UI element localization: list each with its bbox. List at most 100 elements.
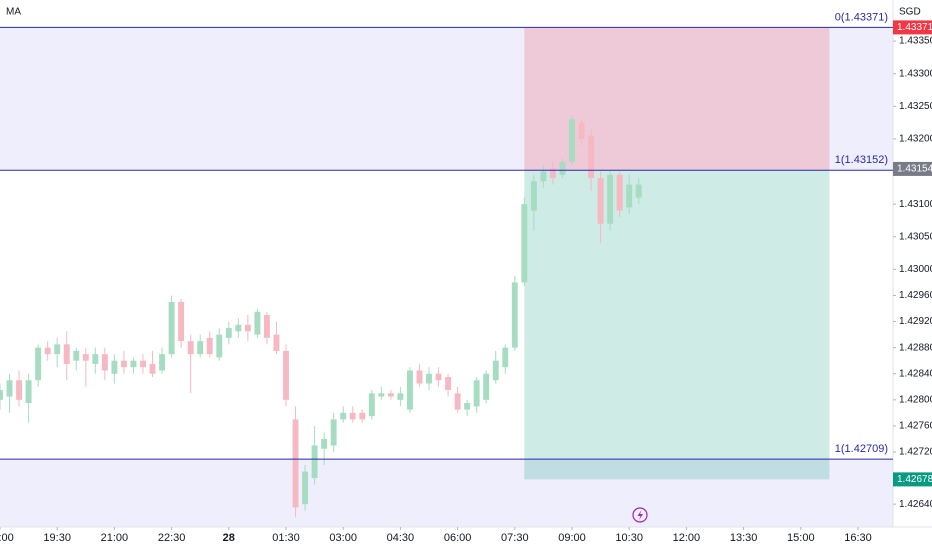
y-tick-label: 1.42920 bbox=[899, 316, 932, 327]
candle-body bbox=[511, 282, 518, 348]
candle-body bbox=[368, 393, 375, 417]
y-tick-label: 1.43100 bbox=[899, 199, 932, 210]
candle-body bbox=[530, 181, 537, 211]
candle-body bbox=[559, 161, 566, 175]
candle-body bbox=[0, 390, 3, 400]
candle-body bbox=[540, 171, 547, 182]
price-badge bbox=[893, 161, 932, 176]
candle-body bbox=[464, 403, 471, 410]
alert-icon[interactable] bbox=[632, 507, 648, 523]
candle-body bbox=[120, 360, 127, 368]
candle-body bbox=[311, 445, 318, 479]
y-tick-label: 1.42880 bbox=[899, 342, 932, 353]
candle-body bbox=[235, 324, 242, 332]
x-tick-label: 16:30 bbox=[844, 532, 872, 544]
indicator-label: MA bbox=[6, 7, 21, 18]
currency-label: SGD bbox=[899, 7, 921, 18]
candle-body bbox=[25, 380, 32, 404]
candle-body bbox=[216, 334, 223, 358]
x-tick-label: 28 bbox=[223, 532, 235, 544]
candle-body bbox=[445, 376, 452, 391]
x-tick-label: 13:30 bbox=[730, 532, 758, 544]
candle-body bbox=[597, 178, 604, 224]
candle-body bbox=[359, 412, 366, 420]
y-tick-label: 1.42640 bbox=[899, 499, 932, 510]
x-tick-label: 09:00 bbox=[558, 532, 586, 544]
candle-body bbox=[16, 380, 23, 400]
x-tick-label: 10:30 bbox=[615, 532, 643, 544]
y-tick-label: 1.43050 bbox=[899, 231, 932, 242]
x-tick-label: 19:30 bbox=[43, 532, 71, 544]
candle-body bbox=[626, 184, 633, 208]
candle-body bbox=[63, 344, 70, 364]
x-tick-label: 04:30 bbox=[387, 532, 415, 544]
y-tick-label: 1.43000 bbox=[899, 264, 932, 275]
plot-area bbox=[0, 27, 893, 527]
candle-body bbox=[378, 393, 385, 397]
y-tick-label: 1.43200 bbox=[899, 134, 932, 145]
candle-body bbox=[101, 354, 108, 371]
level-fill bbox=[0, 27, 893, 171]
candle-body bbox=[569, 119, 575, 162]
fib-level-label: 1(1.42709) bbox=[835, 443, 888, 455]
candle-body bbox=[130, 360, 137, 368]
candle-body bbox=[206, 337, 213, 355]
candle-body bbox=[54, 344, 61, 355]
candle-body bbox=[521, 204, 528, 283]
candle-body bbox=[92, 354, 99, 364]
candle-body bbox=[244, 324, 251, 332]
candle-body bbox=[321, 438, 328, 449]
candle-body bbox=[607, 174, 614, 224]
candle-body bbox=[454, 393, 461, 410]
candle-body bbox=[578, 122, 585, 139]
y-tick-label: 1.43300 bbox=[899, 68, 932, 79]
y-tick-label: 1.43250 bbox=[899, 101, 932, 112]
x-tick-label: 12:00 bbox=[673, 532, 701, 544]
fib-level-label: 0(1.43371) bbox=[835, 11, 888, 23]
target-zone bbox=[524, 170, 830, 480]
fib-level-label: 1(1.43152) bbox=[835, 154, 888, 166]
x-tick-label: 21:00 bbox=[101, 532, 129, 544]
y-tick-label: 1.42840 bbox=[899, 368, 932, 379]
candle-body bbox=[387, 393, 394, 397]
candle-body bbox=[340, 412, 347, 420]
candle-body bbox=[35, 347, 42, 381]
price-badge bbox=[893, 20, 932, 35]
candle-body bbox=[6, 380, 13, 397]
candle-body bbox=[349, 412, 356, 420]
x-tick-label: 07:30 bbox=[501, 532, 529, 544]
candle-body bbox=[330, 419, 337, 446]
candle-body bbox=[292, 419, 299, 508]
y-tick-label: 1.42960 bbox=[899, 290, 932, 301]
price-badge-label: 1.42678 bbox=[897, 474, 932, 485]
candle-body bbox=[616, 174, 623, 211]
x-tick-label: 22:30 bbox=[158, 532, 186, 544]
candle-body bbox=[502, 347, 509, 368]
candle-body bbox=[73, 350, 80, 361]
y-tick-label: 1.43350 bbox=[899, 36, 932, 47]
candle-body bbox=[159, 354, 166, 371]
candle-body bbox=[635, 184, 642, 198]
candle-body bbox=[406, 370, 413, 410]
candle-body bbox=[492, 360, 499, 381]
x-tick-label: 18:00 bbox=[0, 532, 14, 544]
candle-body bbox=[140, 360, 146, 368]
candle-body bbox=[263, 315, 270, 338]
x-tick-label: 06:00 bbox=[444, 532, 472, 544]
candle-body bbox=[273, 334, 280, 351]
level-fill bbox=[0, 459, 893, 527]
stop-zone bbox=[524, 27, 830, 171]
y-tick-label: 1.42720 bbox=[899, 447, 932, 458]
candle-body bbox=[397, 393, 404, 400]
price-badge-label: 1.43154 bbox=[897, 164, 932, 175]
candle-body bbox=[483, 373, 490, 400]
candle-body bbox=[82, 354, 89, 361]
candle-body bbox=[225, 328, 232, 338]
price-badge-label: 1.43371 bbox=[897, 22, 932, 33]
candle-body bbox=[254, 311, 261, 335]
x-tick-label: 01:30 bbox=[272, 532, 300, 544]
candle-body bbox=[197, 341, 204, 355]
candle-body bbox=[588, 135, 595, 179]
